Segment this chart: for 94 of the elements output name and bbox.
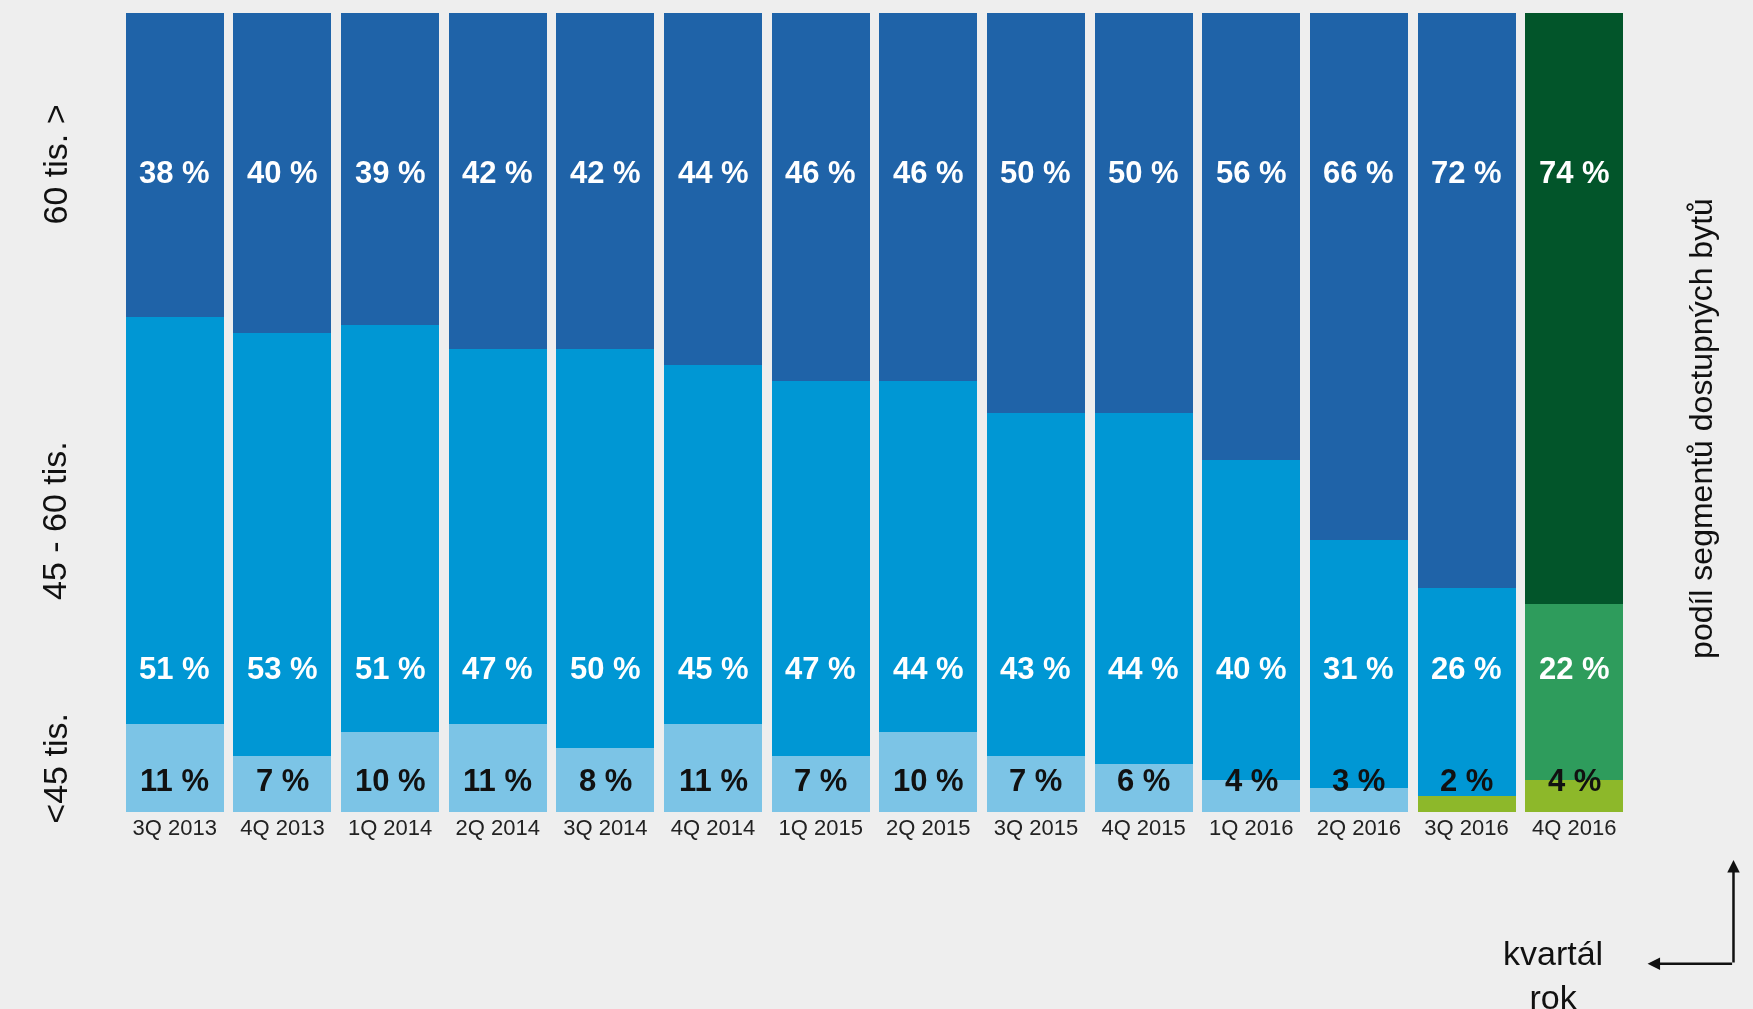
data-label: 11 % [679,763,748,798]
bar [125,13,224,317]
data-label: 11 % [463,763,532,798]
bar [1525,13,1624,605]
bar [664,13,763,365]
bar [233,332,332,757]
data-label: 46 % [893,155,964,190]
bar [771,756,870,812]
data-label: 50 % [570,651,641,686]
x-tick-label: 3Q 2016 [1424,815,1509,840]
data-label: 31 % [1323,651,1394,686]
y-axis-title: podíl segmentů dostupných bytů [1682,198,1719,659]
x-tick-label: 2Q 2014 [455,815,540,840]
bar [1309,13,1408,541]
data-label: 46 % [785,155,856,190]
bar [771,13,870,381]
data-label: 45 % [678,651,749,686]
bar [1202,13,1301,461]
data-label: 6 % [1117,763,1171,798]
bar [879,380,978,733]
bar [448,724,547,812]
data-label: 7 % [794,763,848,798]
bar [233,13,332,333]
bar [125,724,224,812]
bar [986,412,1085,757]
x-tick-label: 3Q 2015 [993,815,1079,840]
data-label: 44 % [1108,651,1179,686]
data-label: 42 % [462,155,533,190]
data-label: 43 % [1000,651,1071,686]
bar [125,316,224,725]
data-label: 53 % [247,651,318,686]
bar [556,748,655,812]
bar [233,756,332,812]
bar [1417,796,1516,812]
x-tick-label: 1Q 2015 [778,815,863,840]
bar [664,364,763,725]
x-tick-label: 2Q 2016 [1316,815,1402,840]
data-label: 40 % [1216,651,1287,686]
bar [1417,588,1516,797]
bar [986,756,1085,812]
data-label: 7 % [1009,763,1063,798]
bar [1094,412,1193,765]
x-tick-label: 4Q 2013 [240,815,325,840]
x-tick-label: 4Q 2015 [1101,815,1186,840]
data-label: 42 % [570,155,641,190]
data-label: 10 % [893,763,964,798]
data-label: 51 % [139,651,210,686]
x-tick-label: 3Q 2013 [132,815,218,840]
data-label: 7 % [256,763,310,798]
data-label: 51 % [355,651,426,686]
x-tick-label: 1Q 2014 [347,815,433,840]
bar [1417,13,1516,589]
data-label: 22 % [1539,651,1610,686]
bar [341,324,440,733]
x-tick-label: 3Q 2014 [563,815,648,840]
data-label: 11 % [140,763,209,798]
data-label: 39 % [355,155,426,190]
text: <45 tis. [35,713,74,824]
x-tick-label: 4Q 2016 [1531,815,1617,840]
data-label: 66 % [1323,155,1394,190]
data-label: 8 % [579,763,633,798]
data-label: 47 % [462,651,533,686]
x-tick-label: 2Q 2015 [886,815,971,840]
bar [879,13,978,381]
text: 60 tis. > [35,104,74,225]
bar [556,13,655,349]
data-label: 74 % [1539,155,1610,190]
text: 45 - 60 tis. [35,441,74,600]
data-label: 10 % [355,763,426,798]
bar [448,348,547,725]
data-label: 56 % [1216,155,1287,190]
bar [341,13,440,325]
bar [1309,540,1408,789]
bar [664,724,763,812]
data-label: 72 % [1431,155,1502,190]
data-label: 44 % [678,155,749,190]
data-label: 40 % [247,155,318,190]
x-tick-label: 4Q 2014 [670,815,756,840]
data-label: 47 % [785,651,856,686]
data-label: 38 % [139,155,210,190]
data-label: 26 % [1431,651,1502,686]
bar [341,732,440,812]
x-axis-title: kvartál rok [1503,934,1604,1009]
bar [771,380,870,757]
data-label: 50 % [1108,155,1179,190]
bar [1094,13,1193,413]
bar [448,13,547,349]
bar [556,348,655,749]
data-label: 44 % [893,651,964,686]
x-tick-label: 1Q 2016 [1209,815,1294,840]
bar [879,732,978,812]
data-label: 2 % [1440,763,1494,798]
data-label: 50 % [1000,155,1071,190]
bar [986,13,1085,413]
